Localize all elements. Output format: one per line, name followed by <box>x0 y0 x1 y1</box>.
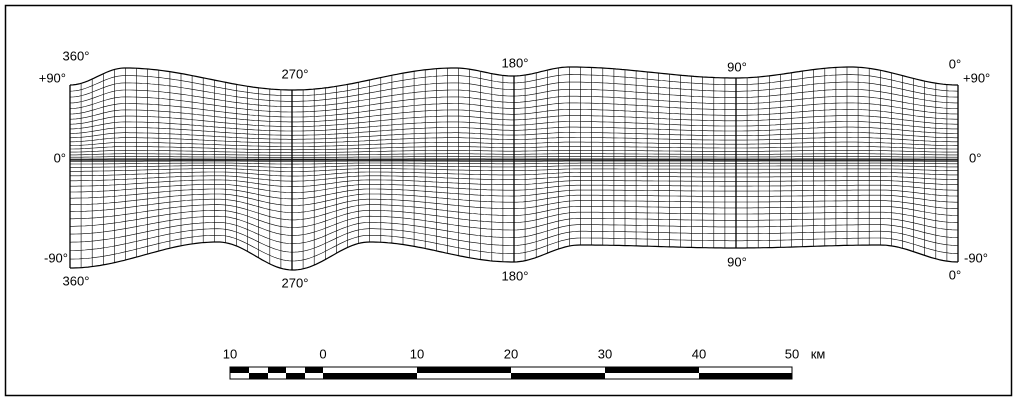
meridian-label: 90° <box>727 59 747 74</box>
scale-cell <box>268 367 286 373</box>
meridian-label: 180° <box>502 268 529 283</box>
scale-label: 10 <box>410 346 424 361</box>
scale-cell <box>249 373 268 379</box>
scale-label: 20 <box>504 346 518 361</box>
scale-cell <box>305 367 323 373</box>
scale-cell <box>699 373 792 379</box>
scale-label: 50 <box>785 346 799 361</box>
scale-cell <box>605 367 699 373</box>
scale-cell <box>323 373 417 379</box>
meridian-label: 90° <box>727 254 747 269</box>
scale-cell <box>417 367 511 373</box>
meridian-label: 270° <box>282 275 309 290</box>
scale-label: 10 <box>223 346 237 361</box>
meridian-label: 360° <box>63 273 90 288</box>
scale-cell <box>230 367 249 373</box>
scale-unit: км <box>811 346 826 361</box>
parallel-label: +90° <box>963 70 990 85</box>
meridian-label: 0° <box>949 267 961 282</box>
parallel-label: 0° <box>969 150 981 165</box>
parallel-label: 0° <box>54 150 66 165</box>
parallel-label: +90° <box>39 70 66 85</box>
scale-label: 30 <box>598 346 612 361</box>
frame <box>4 4 1013 397</box>
scale-bar: 10 0 10 20 30 40 50 км <box>223 346 826 380</box>
scale-cell <box>511 373 605 379</box>
parallel-label: -90° <box>44 250 68 265</box>
scale-cell <box>286 373 305 379</box>
meridian-label: 180° <box>502 55 529 70</box>
meridian-label: 0° <box>949 56 961 71</box>
scale-label: 0 <box>319 346 326 361</box>
parallel-label: -90° <box>964 250 988 265</box>
scale-label: 40 <box>692 346 706 361</box>
meridian-label: 270° <box>282 66 309 81</box>
graticule <box>69 66 959 271</box>
meridian-label: 360° <box>63 48 90 63</box>
